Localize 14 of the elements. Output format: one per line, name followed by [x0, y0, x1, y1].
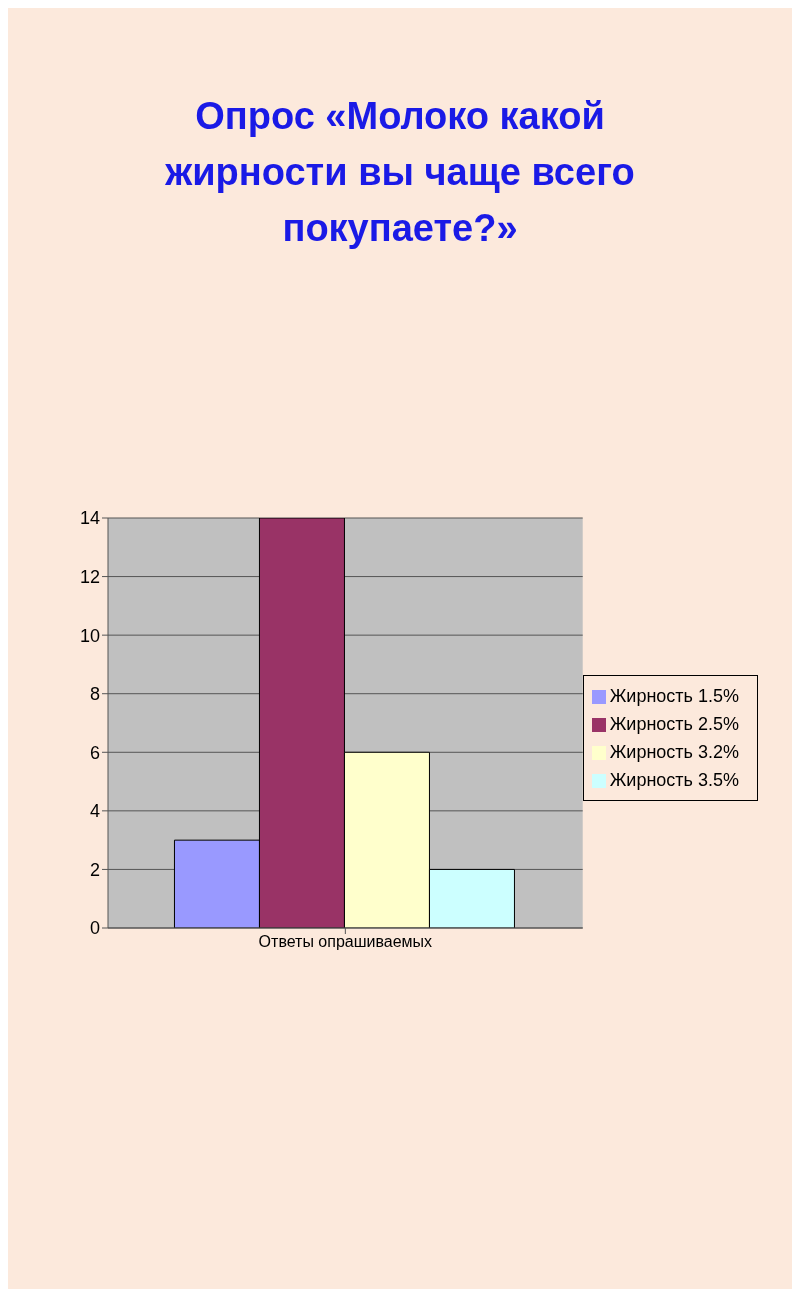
y-tick-label: 0: [89, 918, 100, 939]
legend-label: Жирность 3.5%: [609, 770, 739, 790]
legend-label: Жирность 3.2%: [609, 742, 739, 762]
y-tick-label: 6: [89, 742, 100, 763]
y-tick-label: 8: [89, 684, 100, 705]
chart-title: Опрос «Молоко какой жирности вы чаще всего покупаете?»: [164, 94, 636, 251]
legend-label: Жирность 2.5%: [609, 714, 739, 734]
y-tick-label: 14: [79, 508, 100, 529]
legend-label: Жирность 1.5%: [609, 686, 739, 706]
y-tick-label: 2: [89, 859, 100, 880]
y-tick-label: 10: [79, 625, 100, 646]
y-tick-label: 4: [89, 801, 100, 822]
y-tick-label: 12: [79, 566, 100, 587]
x-tick-label: Ответы опрашиваемых: [258, 933, 433, 951]
